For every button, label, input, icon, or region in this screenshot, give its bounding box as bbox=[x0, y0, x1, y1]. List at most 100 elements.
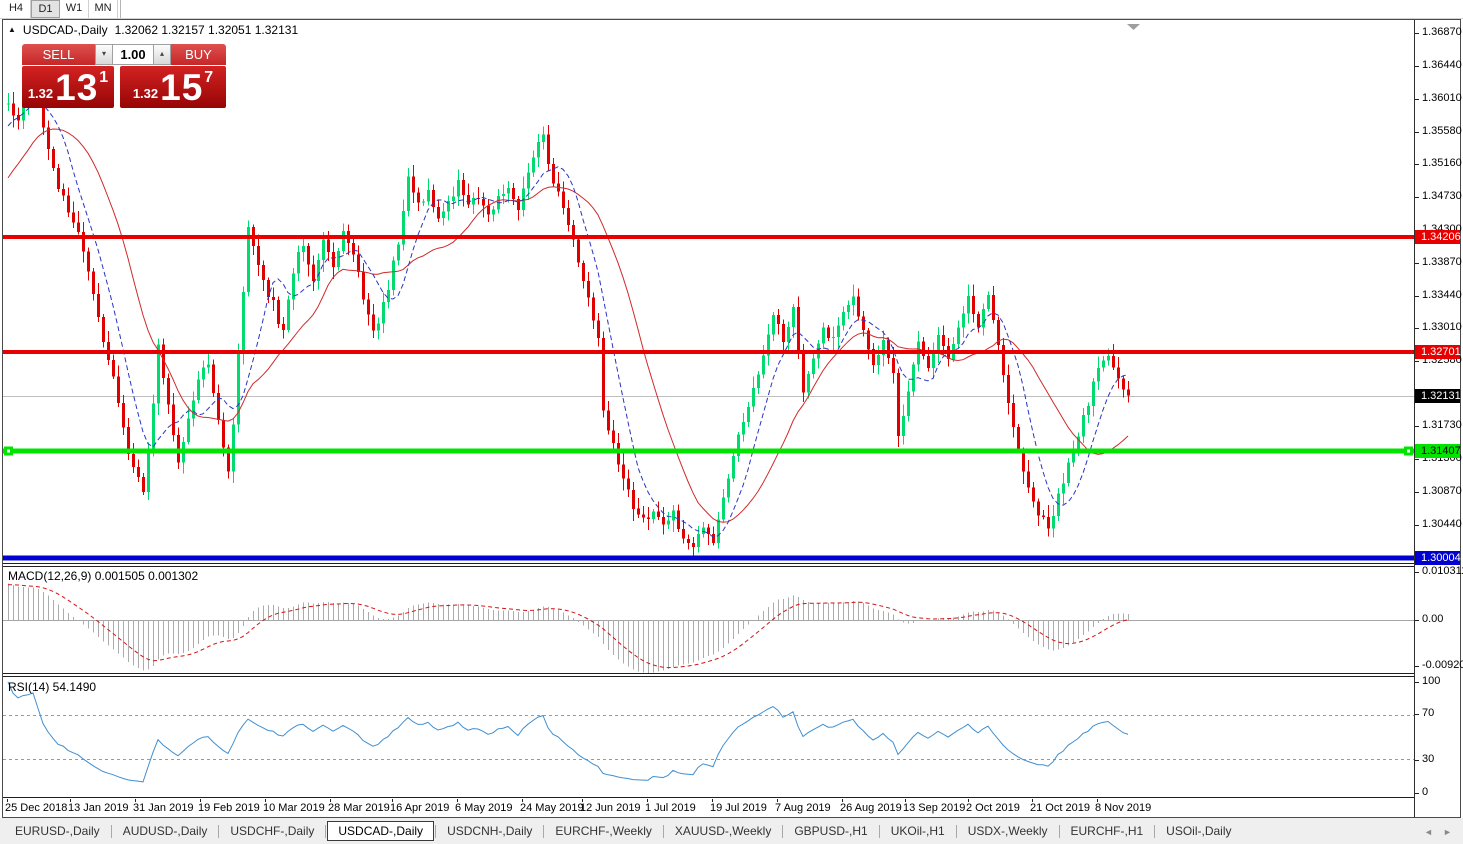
tab-scroll-right-icon[interactable]: ► bbox=[1443, 827, 1452, 837]
date-axis-tick bbox=[457, 799, 458, 802]
date-axis-tick bbox=[777, 799, 778, 802]
chart-tab-eurusd-daily[interactable]: EURUSD-,Daily bbox=[15, 824, 100, 838]
volume-increase-button[interactable]: ▴ bbox=[153, 44, 171, 65]
chart-tab-usdx-weekly[interactable]: USDX-,Weekly bbox=[967, 824, 1048, 838]
chart-tab-xauusd-weekly[interactable]: XAUUSD-,Weekly bbox=[674, 824, 772, 838]
date-axis-tick bbox=[330, 799, 331, 802]
collapse-panel-icon[interactable]: ▲ bbox=[8, 25, 16, 34]
date-label: 31 Jan 2019 bbox=[133, 802, 194, 814]
sell-price-display[interactable]: 1.32 13 1 bbox=[22, 66, 114, 108]
macd-axis-label: 0.010311 bbox=[1422, 565, 1463, 577]
main-chart-plot[interactable] bbox=[3, 21, 1414, 563]
price-tick-label: 1.30440 bbox=[1422, 517, 1462, 530]
price-tick-label: 1.33870 bbox=[1422, 255, 1462, 268]
date-label: 2 Oct 2019 bbox=[966, 802, 1020, 814]
macd-axis-label: -0.009203 bbox=[1422, 659, 1463, 671]
tab-separator bbox=[1154, 824, 1156, 838]
sell-button[interactable]: SELL bbox=[22, 44, 95, 65]
date-axis-tick bbox=[647, 799, 648, 802]
date-label: 25 Dec 2018 bbox=[5, 802, 68, 814]
axis-tick bbox=[1415, 760, 1419, 761]
panel-splitter-macd[interactable] bbox=[3, 563, 1414, 567]
chart-tab-usoil-daily[interactable]: USOil-,Daily bbox=[1166, 824, 1232, 838]
axis-tick bbox=[1415, 196, 1419, 198]
price-tick-label: 1.36010 bbox=[1422, 92, 1462, 105]
trade-panel-prices: 1.32 13 1 1.32 15 7 bbox=[22, 66, 226, 108]
current-price-label: 1.32131 bbox=[1415, 388, 1461, 403]
chart-tab-eurchf-h1[interactable]: EURCHF-,H1 bbox=[1070, 824, 1144, 838]
tab-scroll-left-icon[interactable]: ◄ bbox=[1424, 827, 1433, 837]
chart-tab-gbpusd-h1[interactable]: GBPUSD-,H1 bbox=[794, 824, 868, 838]
axis-tick bbox=[1415, 361, 1419, 363]
panel-splitter-rsi[interactable] bbox=[3, 673, 1414, 677]
date-label: 13 Jan 2019 bbox=[68, 802, 129, 814]
tab-separator bbox=[325, 824, 327, 838]
axis-tick bbox=[1415, 33, 1419, 35]
date-label: 24 May 2019 bbox=[520, 802, 584, 814]
chart-tab-eurchf-weekly[interactable]: EURCHF-,Weekly bbox=[555, 824, 652, 838]
macd-panel bbox=[3, 583, 1414, 673]
ma-mid-line bbox=[7, 128, 1129, 523]
chart-title: ▲ USDCAD-,Daily 1.32062 1.32157 1.32051 … bbox=[8, 23, 298, 37]
chart-tab-usdchf-daily[interactable]: USDCHF-,Daily bbox=[230, 824, 315, 838]
support-line-green-price-label: 1.31407 bbox=[1415, 443, 1461, 458]
buy-price-display[interactable]: 1.32 15 7 bbox=[120, 66, 226, 108]
timeframe-button-mn[interactable]: MN bbox=[89, 0, 118, 18]
resistance-line-upper-price-label: 1.34206 bbox=[1415, 229, 1461, 244]
date-label: 13 Sep 2019 bbox=[903, 802, 966, 814]
resistance-line-lower[interactable] bbox=[3, 350, 1414, 354]
date-label: 1 Jul 2019 bbox=[645, 802, 696, 814]
date-label: 8 Nov 2019 bbox=[1095, 802, 1152, 814]
tab-separator bbox=[955, 824, 957, 838]
candlestick-series bbox=[7, 67, 1130, 558]
axis-tick bbox=[1415, 793, 1419, 794]
date-axis-tick bbox=[842, 799, 843, 802]
timeframe-button-w1[interactable]: W1 bbox=[60, 0, 89, 18]
date-axis-tick bbox=[392, 799, 393, 802]
price-tick-label: 1.33440 bbox=[1422, 288, 1462, 301]
date-label: 16 Apr 2019 bbox=[390, 802, 450, 814]
date-axis-tick bbox=[905, 799, 906, 802]
tab-separator bbox=[1058, 824, 1060, 838]
date-axis-tick bbox=[265, 799, 266, 802]
timeframe-button-d1[interactable]: D1 bbox=[31, 0, 60, 18]
date-axis-tick bbox=[522, 799, 523, 802]
chart-tab-usdcnh-daily[interactable]: USDCNH-,Daily bbox=[447, 824, 533, 838]
rsi-axis-label: 70 bbox=[1422, 707, 1435, 719]
chart-ohlc-label: 1.32062 1.32157 1.32051 1.32131 bbox=[114, 23, 299, 37]
date-label: 10 Mar 2019 bbox=[263, 802, 325, 814]
chart-tab-usdcad-daily[interactable]: USDCAD-,Daily bbox=[327, 821, 435, 841]
date-label: 6 May 2019 bbox=[455, 802, 513, 814]
date-axis-tick bbox=[1097, 799, 1098, 802]
axis-tick bbox=[1415, 328, 1419, 330]
chart-shift-icon[interactable] bbox=[1127, 24, 1140, 30]
tab-separator bbox=[662, 824, 664, 838]
axis-tick bbox=[1415, 295, 1419, 297]
volume-decrease-button[interactable]: ▾ bbox=[95, 44, 113, 65]
price-tick-label: 1.31730 bbox=[1422, 419, 1462, 432]
tab-separator bbox=[218, 824, 220, 838]
price-tick-label: 1.36440 bbox=[1422, 59, 1462, 72]
timeframe-button-h4[interactable]: H4 bbox=[2, 0, 31, 18]
volume-input[interactable]: 1.00 bbox=[113, 44, 153, 65]
axis-tick bbox=[1415, 620, 1419, 621]
chart-tab-ukoil-h1[interactable]: UKOil-,H1 bbox=[890, 824, 945, 838]
support-line-green[interactable] bbox=[3, 448, 1414, 454]
buy-button[interactable]: BUY bbox=[171, 44, 226, 65]
support-line-green-handle-left[interactable] bbox=[4, 446, 13, 456]
sell-price-pip: 1 bbox=[99, 69, 109, 86]
chart-tab-audusd-daily[interactable]: AUDUSD-,Daily bbox=[122, 824, 208, 838]
rsi-axis-label: 0 bbox=[1422, 786, 1429, 798]
support-line-green-handle-right[interactable] bbox=[1404, 446, 1413, 456]
axis-tick bbox=[1415, 714, 1419, 715]
buy-price-prefix: 1.32 bbox=[132, 86, 159, 101]
resistance-line-upper[interactable] bbox=[3, 235, 1414, 239]
toolbar-divider bbox=[120, 0, 121, 18]
macd-histogram bbox=[8, 583, 1129, 673]
date-axis-tick bbox=[200, 799, 201, 802]
price-axis: 1.36870 1.36440 1.36010 1.35580 1.35160 1.347… bbox=[1415, 20, 1463, 817]
axis-tick bbox=[1415, 459, 1419, 461]
support-line-blue[interactable] bbox=[3, 555, 1414, 561]
date-label: 12 Jun 2019 bbox=[580, 802, 641, 814]
